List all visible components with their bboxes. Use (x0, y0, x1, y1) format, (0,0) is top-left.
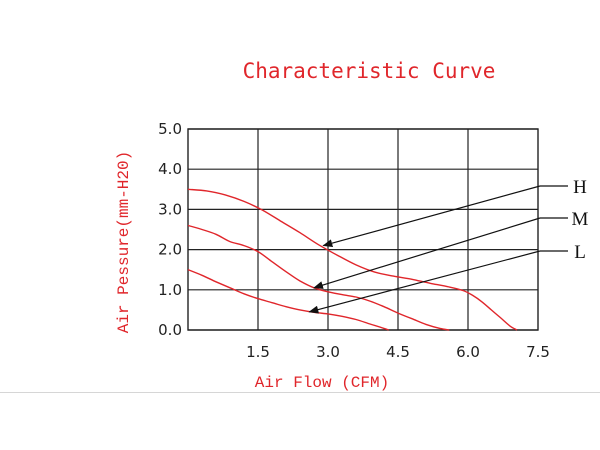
y-tick-label: 2.0 (158, 241, 182, 259)
plot-frame (187, 128, 539, 331)
x-tick-label: 3.0 (316, 343, 340, 361)
bottom-divider (0, 392, 600, 393)
x-axis-title: Air Flow (CFM) (255, 374, 389, 392)
y-tick-label: 4.0 (158, 160, 182, 178)
y-tick-label: 5.0 (158, 120, 182, 138)
x-tick-label: 7.5 (526, 343, 550, 361)
plot-grid (187, 128, 539, 331)
series-label-h: H (573, 177, 587, 198)
leader-arrow-h (322, 185, 541, 248)
axis-ticks: 0.0 1.0 2.0 3.0 4.0 5.0 1.5 3.0 4.5 6.0 7.5 (158, 120, 550, 361)
series-line-h (187, 188, 518, 331)
y-tick-label: 3.0 (158, 200, 182, 218)
chart-title: Characteristic Curve (243, 59, 496, 83)
x-tick-label: 4.5 (386, 343, 410, 361)
series-lines (187, 188, 518, 331)
series-label-l: L (574, 242, 586, 263)
x-tick-label: 1.5 (246, 343, 270, 361)
series-line-m (187, 224, 450, 331)
x-tick-label: 6.0 (456, 343, 480, 361)
leader-arrow-m (313, 217, 541, 289)
series-annotations: HML (308, 177, 589, 314)
y-tick-label: 0.0 (158, 321, 182, 339)
series-line-l (187, 269, 389, 331)
y-tick-label: 1.0 (158, 281, 182, 299)
leader-arrow-l (308, 250, 541, 314)
y-axis-title: Air Pessure(mm-H20) (115, 151, 133, 333)
series-label-m: M (572, 209, 589, 230)
